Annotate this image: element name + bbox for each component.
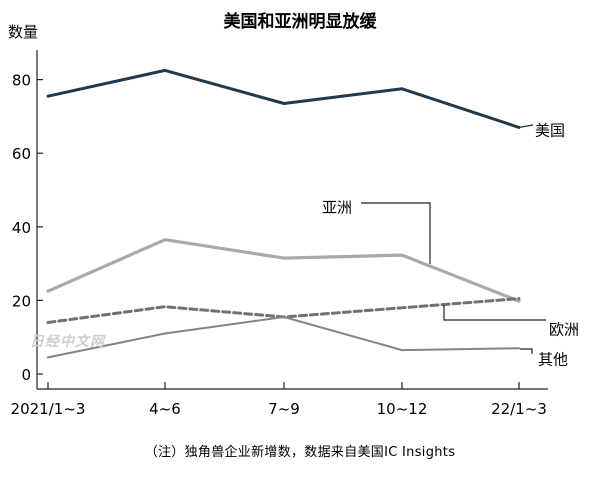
chart-title: 美国和亚洲明显放缓 <box>224 11 378 32</box>
series-label-亚洲: 亚洲 <box>322 199 352 217</box>
leader-line <box>518 124 534 129</box>
data-point <box>47 290 49 293</box>
data-point <box>518 300 520 302</box>
series-label-其他: 其他 <box>538 351 568 369</box>
source-note: （注）独角兽企业新增数，数据来自美国IC Insights <box>145 444 456 460</box>
data-point <box>164 69 166 72</box>
data-point <box>518 347 520 350</box>
series-line-欧洲 <box>46 297 521 324</box>
y-tick-label: 60 <box>12 145 31 163</box>
watermark: 日经中文网 <box>30 333 106 350</box>
series-line-其他 <box>47 316 520 359</box>
leader-line <box>361 202 431 264</box>
x-tick-label: 10~12 <box>377 400 428 418</box>
axes: 0 20 40 60 80 2021/1~3 4~6 7~9 10~12 22/1~3 <box>11 50 548 418</box>
data-point <box>401 349 403 351</box>
series-line-亚洲 <box>46 238 521 303</box>
data-point <box>283 316 285 318</box>
series-label-欧洲: 欧洲 <box>549 321 579 339</box>
y-tick-label: 0 <box>21 366 31 384</box>
data-point <box>283 257 285 259</box>
data-point <box>518 297 520 300</box>
x-tick-label: 7~9 <box>268 400 300 418</box>
series-layer <box>46 68 521 359</box>
series-line-美国 <box>46 68 521 129</box>
x-tick-label: 22/1~3 <box>491 400 547 418</box>
series-label-美国: 美国 <box>535 122 565 140</box>
y-tick-label: 80 <box>12 72 31 90</box>
data-point <box>283 102 285 105</box>
y-tick-label: 40 <box>12 219 31 237</box>
data-point <box>401 88 403 90</box>
data-point <box>164 305 166 308</box>
data-point <box>164 238 166 241</box>
y-tick-label: 20 <box>12 292 31 310</box>
data-point <box>47 321 49 324</box>
data-point <box>47 95 49 97</box>
data-point <box>164 332 166 335</box>
x-tick-label: 4~6 <box>149 400 181 418</box>
leader-line <box>520 348 533 354</box>
data-point <box>401 254 403 256</box>
x-tick-label: 2021/1~3 <box>11 400 86 418</box>
data-point <box>47 356 49 359</box>
leader-line <box>443 305 546 321</box>
data-point <box>401 307 403 309</box>
y-axis-title: 数量 <box>8 23 38 41</box>
